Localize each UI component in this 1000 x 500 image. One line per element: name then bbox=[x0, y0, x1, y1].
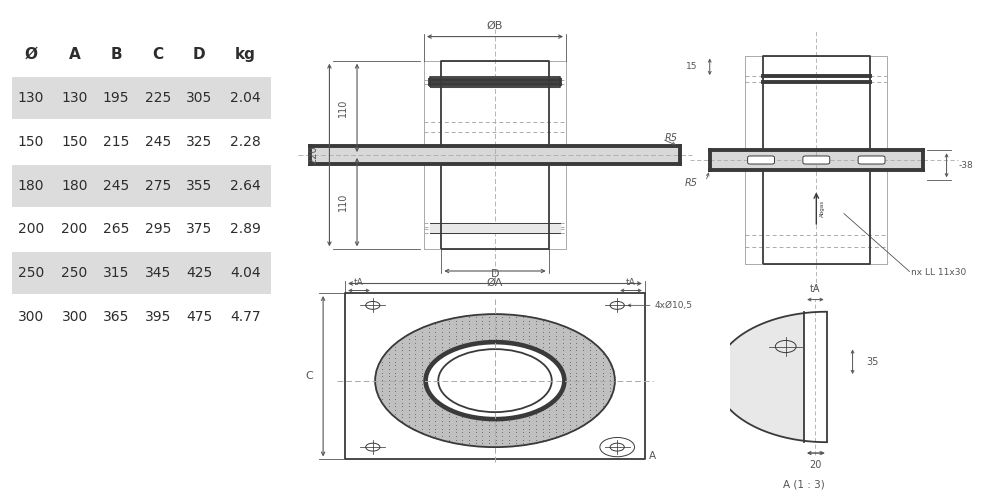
Text: D: D bbox=[491, 269, 499, 279]
Text: 300: 300 bbox=[61, 310, 88, 324]
Text: 250: 250 bbox=[61, 266, 88, 280]
Text: 200: 200 bbox=[61, 222, 88, 236]
Text: R5: R5 bbox=[665, 133, 678, 143]
Circle shape bbox=[375, 314, 615, 447]
Text: 225: 225 bbox=[145, 91, 171, 105]
Text: A: A bbox=[649, 452, 656, 462]
Text: 245: 245 bbox=[103, 178, 129, 192]
Text: 35: 35 bbox=[866, 356, 878, 366]
Text: 2.28: 2.28 bbox=[230, 135, 261, 149]
Text: tA: tA bbox=[626, 278, 636, 286]
Text: 355: 355 bbox=[186, 178, 212, 192]
Text: ØB: ØB bbox=[487, 21, 503, 31]
Text: A: A bbox=[69, 47, 80, 62]
FancyBboxPatch shape bbox=[748, 156, 774, 164]
Circle shape bbox=[426, 342, 564, 419]
Text: 4xØ10,5: 4xØ10,5 bbox=[654, 301, 692, 310]
Text: 200: 200 bbox=[18, 222, 44, 236]
FancyBboxPatch shape bbox=[858, 156, 885, 164]
Text: 2.64: 2.64 bbox=[230, 178, 261, 192]
Text: 130: 130 bbox=[61, 91, 88, 105]
Text: 345: 345 bbox=[145, 266, 171, 280]
Bar bbox=[12, 164, 271, 206]
Text: C: C bbox=[152, 47, 163, 62]
Text: kg: kg bbox=[235, 47, 256, 62]
Text: 245: 245 bbox=[145, 135, 171, 149]
Text: 110: 110 bbox=[338, 98, 348, 117]
Text: 4.04: 4.04 bbox=[230, 266, 261, 280]
Text: 180: 180 bbox=[61, 178, 88, 192]
Text: 305: 305 bbox=[186, 91, 212, 105]
Text: 2.04: 2.04 bbox=[230, 91, 261, 105]
Polygon shape bbox=[310, 146, 680, 164]
Text: 215: 215 bbox=[103, 135, 129, 149]
Text: 130: 130 bbox=[18, 91, 44, 105]
FancyBboxPatch shape bbox=[803, 156, 830, 164]
Text: 220: 220 bbox=[309, 146, 319, 165]
Text: 150: 150 bbox=[61, 135, 88, 149]
Circle shape bbox=[438, 349, 552, 412]
Text: 315: 315 bbox=[103, 266, 129, 280]
Text: tA: tA bbox=[810, 284, 821, 294]
Text: Ø: Ø bbox=[24, 47, 37, 62]
Text: R5: R5 bbox=[685, 178, 698, 188]
Text: nx LL 11x30: nx LL 11x30 bbox=[911, 268, 966, 277]
Bar bbox=[12, 77, 271, 119]
Polygon shape bbox=[804, 312, 827, 442]
Text: 15: 15 bbox=[686, 62, 698, 72]
Text: 300: 300 bbox=[18, 310, 44, 324]
Text: 275: 275 bbox=[145, 178, 171, 192]
Bar bbox=[12, 252, 271, 294]
Text: 425: 425 bbox=[186, 266, 212, 280]
Text: 325: 325 bbox=[186, 135, 212, 149]
Text: 265: 265 bbox=[103, 222, 129, 236]
Text: 180: 180 bbox=[18, 178, 44, 192]
Text: C: C bbox=[305, 371, 313, 381]
Text: 375: 375 bbox=[186, 222, 212, 236]
Text: 2.89: 2.89 bbox=[230, 222, 261, 236]
Text: 295: 295 bbox=[145, 222, 171, 236]
Text: 250: 250 bbox=[18, 266, 44, 280]
Polygon shape bbox=[430, 76, 560, 88]
Text: 395: 395 bbox=[145, 310, 171, 324]
Text: 475: 475 bbox=[186, 310, 212, 324]
Text: tA: tA bbox=[354, 278, 364, 286]
Text: D: D bbox=[193, 47, 206, 62]
Text: -38: -38 bbox=[958, 161, 973, 170]
Text: 110: 110 bbox=[338, 193, 348, 212]
Text: B: B bbox=[110, 47, 122, 62]
Text: 150: 150 bbox=[18, 135, 44, 149]
Text: 20: 20 bbox=[809, 460, 822, 469]
Text: 365: 365 bbox=[103, 310, 129, 324]
Text: A (1 : 3): A (1 : 3) bbox=[783, 479, 825, 489]
Polygon shape bbox=[710, 150, 923, 170]
Text: 4.77: 4.77 bbox=[230, 310, 261, 324]
Text: 195: 195 bbox=[103, 91, 129, 105]
Polygon shape bbox=[430, 222, 560, 234]
Text: ØA: ØA bbox=[487, 278, 503, 288]
Text: Abgas: Abgas bbox=[820, 200, 825, 217]
Polygon shape bbox=[715, 312, 827, 442]
